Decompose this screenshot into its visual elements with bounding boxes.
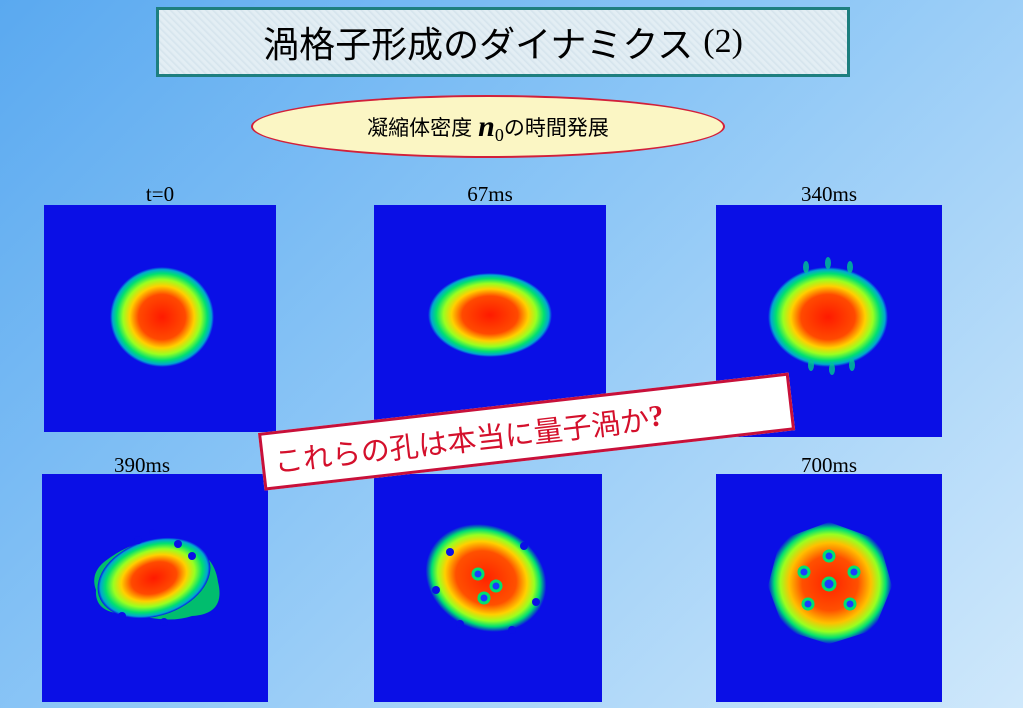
slide-title: 渦格子形成のダイナミクス (2) (156, 7, 850, 77)
density-image-340ms (716, 205, 942, 437)
density-image-t0 (44, 205, 276, 432)
callout-question-mark: ? (646, 399, 666, 434)
density-image-middle (374, 474, 602, 702)
subtitle-variable: n (478, 109, 495, 143)
subtitle-before: 凝縮体密度 (367, 115, 473, 140)
panel-label-390ms: 390ms (113, 453, 170, 477)
density-image-390ms (42, 474, 268, 702)
panel-label-t0: t=0 (145, 182, 175, 206)
title-text: 渦格子形成のダイナミクス (263, 25, 694, 66)
title-number: (2) (703, 23, 743, 60)
panel-label-340ms: 340ms (800, 182, 857, 206)
subtitle-after: の時間発展 (503, 115, 609, 140)
panel-label-700ms: 700ms (800, 453, 857, 477)
callout-text: これらの孔は本当に量子渦か (272, 402, 651, 480)
density-image-67ms (374, 205, 606, 432)
subtitle-subscript: 0 (494, 125, 504, 145)
density-image-700ms (716, 474, 942, 702)
panel-label-67ms: 67ms (467, 182, 513, 206)
